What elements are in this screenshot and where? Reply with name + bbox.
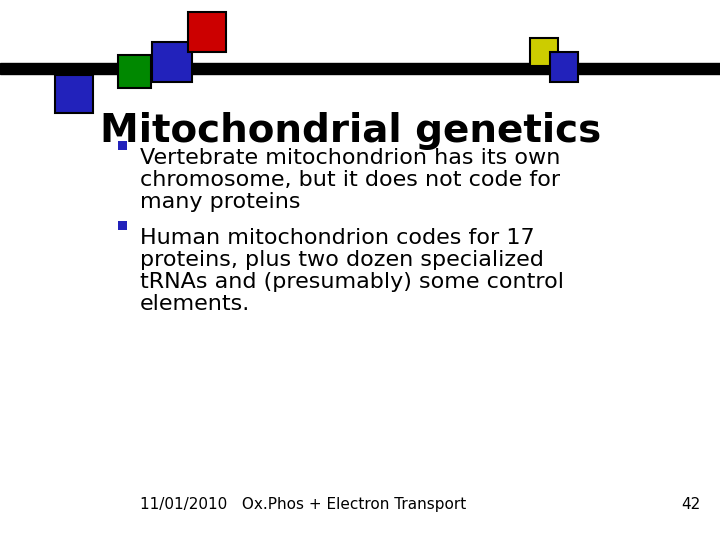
Bar <box>55 75 93 113</box>
Text: Human mitochondrion codes for 17: Human mitochondrion codes for 17 <box>140 228 535 248</box>
Text: 11/01/2010   Ox.Phos + Electron Transport: 11/01/2010 Ox.Phos + Electron Transport <box>140 497 467 512</box>
Text: 42: 42 <box>680 497 700 512</box>
Bar <box>550 52 578 82</box>
Bar <box>530 38 558 66</box>
Bar <box>0 63 720 74</box>
Bar <box>118 221 127 230</box>
Bar <box>152 42 192 82</box>
Text: Mitochondrial genetics: Mitochondrial genetics <box>100 112 601 150</box>
Bar <box>118 141 127 150</box>
Text: tRNAs and (presumably) some control: tRNAs and (presumably) some control <box>140 272 564 292</box>
Text: elements.: elements. <box>140 294 251 314</box>
Bar <box>188 12 226 52</box>
Text: chromosome, but it does not code for: chromosome, but it does not code for <box>140 170 560 190</box>
Text: proteins, plus two dozen specialized: proteins, plus two dozen specialized <box>140 250 544 270</box>
Text: many proteins: many proteins <box>140 192 300 212</box>
Bar <box>118 55 151 88</box>
Text: Vertebrate mitochondrion has its own: Vertebrate mitochondrion has its own <box>140 148 560 168</box>
